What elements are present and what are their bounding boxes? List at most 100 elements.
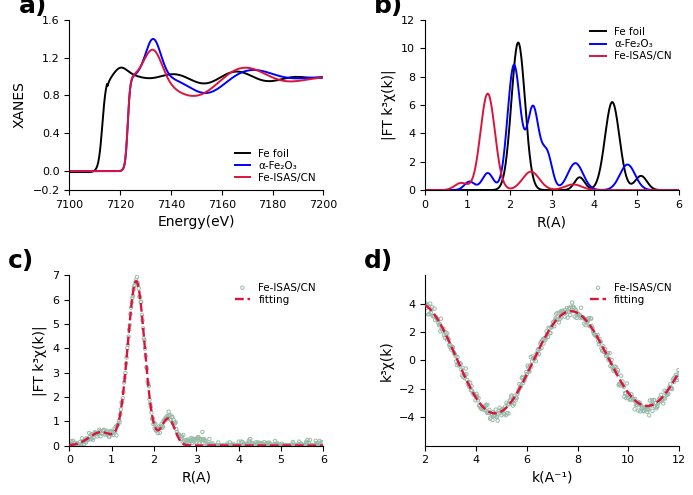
Fe-ISAS/CN [569, 182, 577, 188]
Fe-ISAS/CN [608, 365, 620, 373]
Fe-ISAS/CN [653, 399, 664, 407]
Fe-ISAS/CN [95, 433, 106, 441]
Fe-ISAS/CN [491, 413, 502, 421]
Fe-ISAS/CN [662, 390, 673, 397]
Fe-ISAS/CN [497, 405, 508, 413]
Fe-ISAS/CN [552, 315, 563, 323]
Fe-ISAS/CN [596, 344, 607, 352]
α-Fe₂O₃ [257, 68, 265, 74]
Fe-ISAS/CN [513, 386, 524, 394]
Fe-ISAS/CN [641, 405, 652, 413]
Fe-ISAS/CN [279, 442, 290, 449]
Fe-ISAS/CN [201, 437, 212, 445]
Fe-ISAS/CN [319, 74, 328, 80]
fitting [522, 373, 530, 379]
Fe-ISAS/CN [481, 401, 492, 409]
Fe-ISAS/CN [132, 279, 143, 287]
Fe-ISAS/CN [205, 440, 216, 447]
Fe-ISAS/CN [174, 431, 185, 439]
Fe-ISAS/CN [256, 440, 267, 447]
Fe-ISAS/CN [610, 367, 621, 375]
Fe-ISAS/CN [67, 442, 78, 449]
Fe-ISAS/CN [673, 366, 684, 374]
Fe-ISAS/CN [299, 441, 310, 449]
Fe-ISAS/CN [297, 441, 308, 449]
Fe-ISAS/CN [631, 401, 642, 409]
Fe-ISAS/CN [542, 330, 553, 338]
Fe-ISAS/CN [572, 310, 583, 318]
Fe-ISAS/CN [470, 396, 481, 404]
Fe-ISAS/CN [278, 442, 289, 449]
Fe-ISAS/CN [262, 439, 273, 447]
Fe-ISAS/CN [426, 305, 437, 313]
Fe-ISAS/CN [89, 430, 100, 438]
Fe-ISAS/CN [666, 384, 677, 392]
Fe-ISAS/CN [665, 385, 676, 393]
Fe-ISAS/CN [579, 320, 590, 328]
Fe-ISAS/CN [602, 350, 613, 358]
Fe-ISAS/CN [631, 401, 642, 409]
Fe-ISAS/CN [562, 314, 573, 322]
Fe-ISAS/CN [162, 414, 173, 422]
Fe-ISAS/CN [545, 323, 556, 331]
Fe-ISAS/CN [441, 330, 453, 338]
Fe-ISAS/CN [623, 390, 634, 397]
Fe-ISAS/CN [669, 374, 681, 382]
fitting [319, 443, 328, 448]
Fe-ISAS/CN [421, 187, 429, 193]
Fe-ISAS/CN [91, 430, 103, 438]
Fe-ISAS/CN [249, 442, 261, 449]
Fe-ISAS/CN [487, 416, 498, 424]
Fe-ISAS/CN [211, 442, 222, 449]
Fe-ISAS/CN [292, 442, 304, 449]
Fe-ISAS/CN [233, 442, 244, 449]
Fe-ISAS/CN [292, 441, 303, 448]
Fe-ISAS/CN [235, 441, 246, 449]
α-Fe₂O₃ [510, 62, 518, 68]
Fe-ISAS/CN [479, 402, 490, 410]
fitting [226, 443, 234, 448]
Fe-ISAS/CN [159, 416, 170, 424]
Line: Fe-ISAS/CN: Fe-ISAS/CN [69, 50, 324, 171]
Fe-ISAS/CN [129, 282, 140, 290]
Fe-ISAS/CN [247, 439, 258, 447]
Fe-ISAS/CN [606, 359, 617, 367]
Fe-ISAS/CN [528, 354, 539, 362]
Fe-ISAS/CN [96, 429, 107, 437]
Fe-ISAS/CN [423, 310, 434, 318]
Fe-ISAS/CN [565, 303, 577, 311]
Fe-ISAS/CN [541, 334, 552, 342]
Fe-ISAS/CN [588, 330, 599, 338]
Fe-ISAS/CN [538, 340, 549, 347]
Fe-ISAS/CN [280, 442, 291, 449]
Text: c): c) [8, 249, 35, 273]
Fe-ISAS/CN [605, 362, 616, 370]
Fe-ISAS/CN [200, 437, 211, 445]
Fe-ISAS/CN [127, 294, 138, 301]
Fe-ISAS/CN [589, 330, 600, 338]
Fe-ISAS/CN [285, 442, 296, 449]
Fe-ISAS/CN [74, 442, 85, 449]
Fe-ISAS/CN [450, 352, 461, 360]
Fe-ISAS/CN [626, 393, 638, 401]
Fe-ISAS/CN [69, 439, 80, 447]
Fe-ISAS/CN [522, 362, 533, 370]
Fe-ISAS/CN [604, 355, 615, 363]
Fe-ISAS/CN [536, 337, 547, 345]
Fe-ISAS/CN [656, 391, 667, 398]
Fe-ISAS/CN [608, 367, 619, 375]
Fe-ISAS/CN [523, 367, 534, 375]
Fe-ISAS/CN [609, 362, 620, 370]
Fe-ISAS/CN [439, 332, 450, 340]
Fe-ISAS/CN [208, 442, 219, 449]
Fe-ISAS/CN [496, 411, 507, 419]
Fe-ISAS/CN [116, 398, 128, 406]
Fe-ISAS/CN [169, 419, 180, 427]
Fe-ISAS/CN [251, 440, 262, 447]
Fe-ISAS/CN [607, 363, 618, 371]
Fe-ISAS/CN [290, 442, 301, 449]
Fe-ISAS/CN [516, 381, 527, 389]
Fe-ISAS/CN [667, 385, 678, 393]
Fe foil [437, 187, 445, 193]
Fe-ISAS/CN [422, 301, 433, 309]
